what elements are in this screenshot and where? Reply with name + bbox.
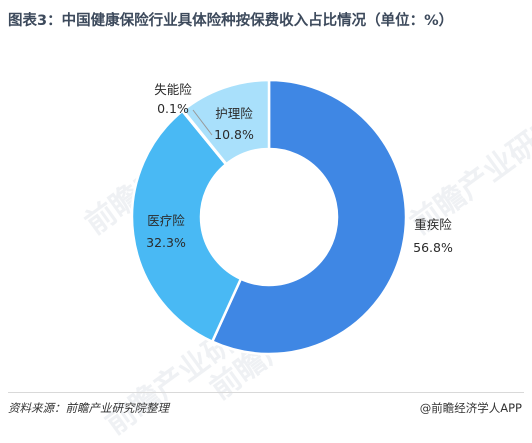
label-nursing-name: 护理险: [215, 106, 253, 121]
label-disability-name: 失能险: [154, 82, 192, 97]
slice-nursing: [181, 78, 271, 166]
label-medical-name: 医疗险: [147, 213, 185, 228]
donut-chart: 重疾险 56.8% 医疗险 32.3% 失能险 0.1% 护理险 10.8%: [130, 78, 453, 356]
slice-medical: [130, 109, 243, 344]
label-medical-value: 32.3%: [146, 235, 186, 250]
credit-note: @前瞻经济学人APP: [419, 401, 522, 415]
chart-title: 图表3：中国健康保险行业具体险种按保费收入占比情况（单位：%）: [8, 13, 454, 29]
footer-divider: [8, 392, 524, 393]
label-critical-illness-value: 56.8%: [413, 240, 453, 255]
label-nursing-value: 10.8%: [214, 127, 254, 142]
slice-critical-illness: [210, 78, 408, 356]
label-critical-illness-name: 重疾险: [414, 217, 452, 232]
source-note: 资料来源：前瞻产业研究院整理: [8, 401, 169, 415]
leader-line-disability: [192, 109, 213, 136]
label-disability-value: 0.1%: [157, 101, 189, 116]
